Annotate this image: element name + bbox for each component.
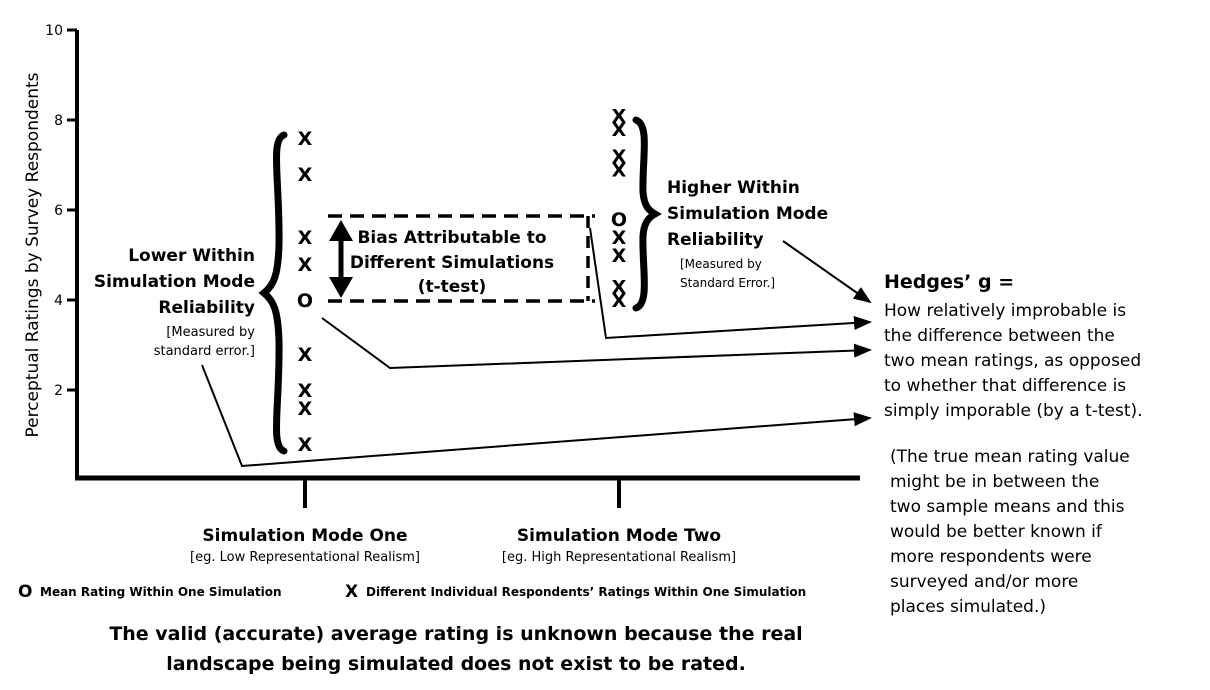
hedges-line-3: two mean ratings, as opposed xyxy=(884,351,1141,371)
hedges-note-line-3: two sample means and this xyxy=(890,497,1125,517)
hedges-note-line-6: surveyed and/or more xyxy=(890,572,1078,592)
mode-one-individual-rating-mark: X xyxy=(298,164,313,186)
mode-one-curly-brace xyxy=(258,131,288,455)
mode-two-note-line-2: Standard Error.] xyxy=(680,276,775,290)
mode-one-individual-rating-mark: X xyxy=(298,344,313,366)
legend: O Mean Rating Within One Simulation X Di… xyxy=(18,582,806,602)
mode-one-note-line-2: standard error.] xyxy=(154,344,255,359)
mode-two-note-line-1: [Measured by xyxy=(680,257,762,271)
mode-two-individual-rating-mark: X xyxy=(612,290,627,312)
bias-label-line-1: Bias Attributable to xyxy=(357,228,546,248)
mode-one-reliability-line-1: Lower Within xyxy=(128,246,255,266)
footer-note: The valid (accurate) average rating is u… xyxy=(109,623,802,675)
bias-double-arrow xyxy=(329,220,353,298)
hedges-line-4: to whether that difference is xyxy=(884,376,1126,396)
mode-one-mean-rating-mark: O xyxy=(297,290,313,312)
y-tick-label-2: 2 xyxy=(54,383,63,399)
hedges-g-panel: Hedges’ g = How relatively improbable is… xyxy=(884,271,1143,617)
hedges-line-5: simply imporable (by a t-test). xyxy=(884,401,1143,421)
mode-one-individual-rating-mark: X xyxy=(298,434,313,456)
mode-one-note-line-1: [Measured by xyxy=(166,325,255,340)
mode-two-individual-rating-mark: X xyxy=(612,245,627,267)
y-tick-label-8: 8 xyxy=(54,113,63,129)
bias-bracket xyxy=(328,214,595,303)
mode-two-curly-brace xyxy=(632,116,663,312)
category-sublabel-mode-two: [eg. High Representational Realism] xyxy=(502,550,736,565)
mode-one-individual-rating-mark: X xyxy=(298,227,313,249)
y-tick-label-4: 4 xyxy=(54,293,63,309)
arrow-high-reliability-to-hedges xyxy=(782,240,872,304)
mode-two-reliability-line-1: Higher Within xyxy=(667,178,800,198)
legend-individual-symbol: X xyxy=(345,582,358,602)
arrow-mode-two-to-hedges xyxy=(589,227,872,340)
mode-two-reliability-line-2: Simulation Mode xyxy=(667,204,828,224)
mode-one-reliability-label: Lower Within Simulation Mode Reliability… xyxy=(94,246,255,359)
mode-one-individual-rating-mark: X xyxy=(298,128,313,150)
mode-two-mean-rating-mark: O xyxy=(611,209,627,231)
hedges-note-line-5: more respondents were xyxy=(890,547,1092,567)
mode-two-individual-rating-mark: X xyxy=(612,160,627,182)
legend-mean-symbol: O xyxy=(18,582,32,602)
arrow-means-difference-to-hedges xyxy=(321,317,872,370)
y-ticks: 2 4 6 8 10 xyxy=(45,23,77,399)
hedges-note-line-1: (The true mean rating value xyxy=(890,447,1130,467)
bias-label-line-2: Different Simulations xyxy=(350,253,554,273)
mode-two-individual-rating-mark: X xyxy=(612,119,627,141)
y-tick-label-6: 6 xyxy=(54,203,63,219)
legend-mean-label: Mean Rating Within One Simulation xyxy=(40,585,282,599)
mode-two-individual-rating-mark: X xyxy=(612,227,627,249)
bias-label: Bias Attributable to Different Simulatio… xyxy=(350,228,554,297)
category-sublabel-mode-one: [eg. Low Representational Realism] xyxy=(190,550,420,565)
hedges-line-1: How relatively improbable is xyxy=(884,301,1126,321)
x-axis xyxy=(75,475,860,508)
mode-two-reliability-label: Higher Within Simulation Mode Reliabilit… xyxy=(667,178,828,290)
hedges-note-line-2: might be in between the xyxy=(890,472,1099,492)
legend-individual-label: Different Individual Respondents’ Rating… xyxy=(366,585,806,599)
connector-arrows xyxy=(201,227,872,468)
hedges-note-line-7: places simulated.) xyxy=(890,597,1046,617)
mode-one-reliability-line-3: Reliability xyxy=(158,298,255,318)
y-tick-label-10: 10 xyxy=(45,23,63,39)
y-axis-label: Perceptual Ratings by Survey Respondents xyxy=(23,72,43,437)
mode-two-reliability-line-3: Reliability xyxy=(667,230,764,250)
footer-line-2: landscape being simulated does not exist… xyxy=(166,653,746,675)
hedges-note-line-4: would be better known if xyxy=(890,522,1103,542)
mode-one-individual-rating-mark: X xyxy=(298,380,313,402)
bias-label-line-3: (t-test) xyxy=(418,277,487,297)
mode-two-individual-rating-mark: X xyxy=(612,146,627,168)
hedges-line-2: the difference between the xyxy=(884,326,1115,346)
mode-one-individual-rating-mark: X xyxy=(298,398,313,420)
footer-line-1: The valid (accurate) average rating is u… xyxy=(109,623,802,645)
category-label-mode-one: Simulation Mode One xyxy=(202,526,407,546)
category-label-mode-two: Simulation Mode Two xyxy=(517,526,721,546)
arrow-low-reliability-to-hedges xyxy=(201,364,872,468)
mode-one-reliability-line-2: Simulation Mode xyxy=(94,272,255,292)
mode-one-individual-rating-mark: X xyxy=(298,254,313,276)
hedges-g-title: Hedges’ g = xyxy=(884,271,1014,293)
mode-two-individual-rating-mark: X xyxy=(612,277,627,299)
mode-two-individual-rating-mark: X xyxy=(612,106,627,128)
